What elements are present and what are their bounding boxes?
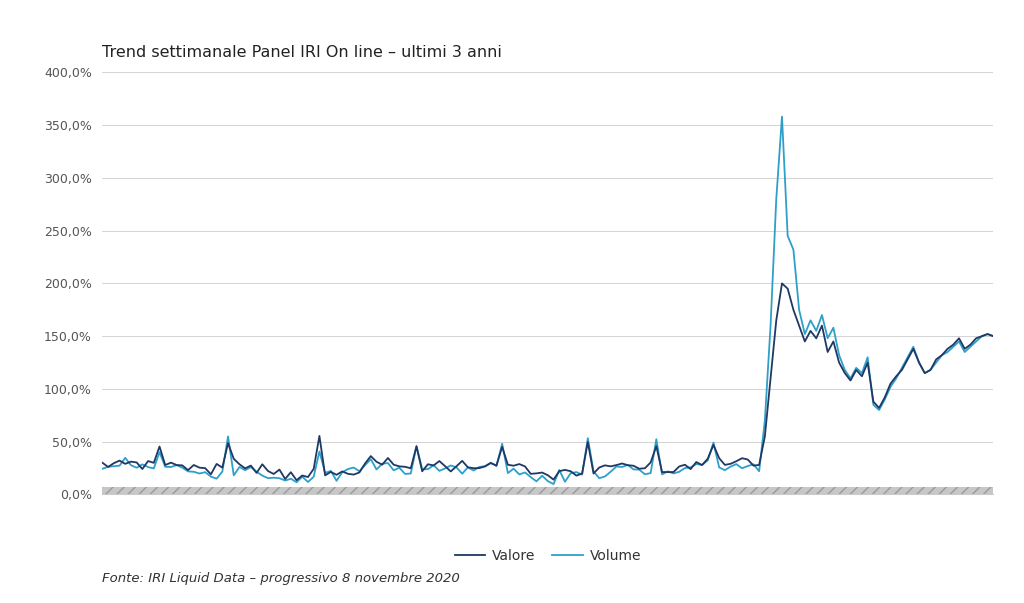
Valore (987, 333, 999, 340)
Volume (776, 113, 788, 121)
Text: Fonte: IRI Liquid Data – progressivo 8 novembre 2020: Fonte: IRI Liquid Data – progressivo 8 n… (102, 572, 460, 585)
Valore (615, 460, 628, 467)
Valore (827, 338, 840, 345)
Text: Trend settimanale Panel IRI On line – ultimi 3 anni: Trend settimanale Panel IRI On line – ul… (102, 45, 503, 60)
Legend: Valore, Volume: Valore, Volume (449, 544, 647, 569)
Volume (548, 481, 560, 488)
Valore (96, 459, 109, 466)
Line: Volume: Volume (102, 117, 993, 484)
Valore (433, 458, 445, 465)
Bar (102, 487, 993, 494)
Volume (427, 461, 439, 469)
Volume (336, 469, 348, 476)
Volume (125, 461, 137, 469)
Volume (142, 464, 155, 471)
Valore (291, 476, 303, 484)
Valore (342, 470, 354, 478)
Valore (142, 458, 155, 465)
Line: Valore: Valore (102, 283, 993, 480)
Volume (615, 463, 628, 470)
Valore (776, 280, 788, 287)
Volume (96, 465, 109, 472)
Valore (125, 458, 137, 466)
Volume (987, 333, 999, 340)
Volume (827, 324, 840, 332)
